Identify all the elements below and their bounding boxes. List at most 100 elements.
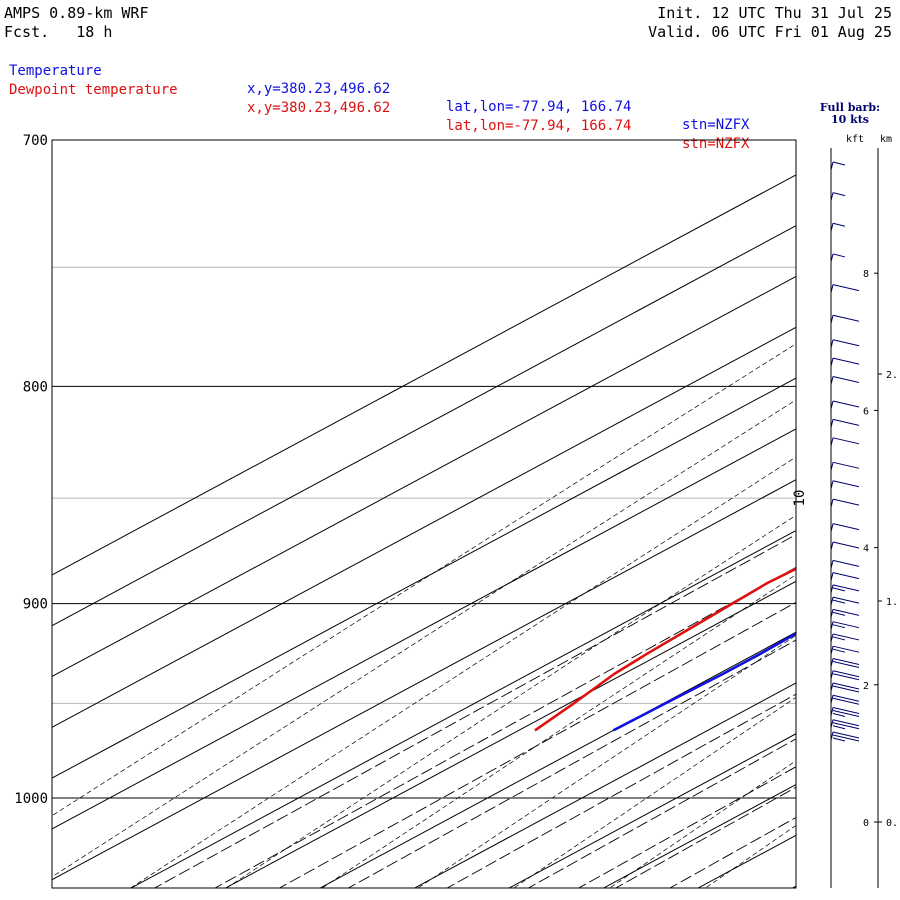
kft-tick-label: 2: [863, 681, 869, 692]
wind-barb: [830, 682, 860, 693]
wind-barb: [830, 284, 860, 293]
wind-barb: [830, 670, 860, 681]
wind-barb-flag: [832, 541, 860, 549]
wind-barb-staff: [830, 682, 834, 692]
wind-barb-panel: 8 6 4 2 0 2. 1. 0.: [830, 148, 898, 888]
wind-barb-flag: [832, 376, 860, 384]
km-header: km: [880, 134, 893, 145]
legend-temperature: Temperature x,y=380.23,496.62 lat,lon=-7…: [9, 44, 749, 134]
wind-barb-staff: [830, 560, 834, 569]
wind-barb: [830, 314, 860, 324]
wind-barb-flag: [832, 437, 860, 445]
wind-barb-half: [832, 587, 846, 592]
wind-barb: [830, 706, 860, 717]
wind-barb-flag: [832, 357, 860, 365]
wind-barb-flag: [832, 418, 860, 426]
side-label: 10: [792, 490, 808, 507]
wind-barb: [830, 657, 860, 668]
wind-barb: [830, 339, 860, 348]
wind-barb: [830, 584, 860, 594]
wind-barb-flag: [832, 461, 860, 469]
wind-barb: [830, 461, 860, 471]
wind-barb-staff: [830, 376, 834, 385]
wind-barb-flag: [832, 660, 860, 668]
wind-barb-flag: [832, 559, 860, 567]
wind-barb: [830, 608, 860, 618]
mixing-ratio-line: [153, 534, 796, 888]
wind-barb: [830, 480, 860, 489]
wind-barb-half: [832, 636, 846, 641]
wind-barb-flag: [832, 621, 860, 629]
wind-barb-staff: [830, 597, 834, 606]
forecast-hours: Fcst. 18 h: [4, 23, 113, 41]
wind-barb: [830, 621, 860, 630]
wind-barb-staff: [830, 572, 834, 581]
wind-barb-half: [832, 161, 846, 166]
wind-barb: [830, 222, 846, 232]
wind-barb: [830, 731, 860, 742]
wind-barb-staff: [830, 658, 834, 667]
pressure-label: 800: [23, 379, 48, 395]
wind-barb: [830, 645, 860, 655]
kft-tick-label: 6: [863, 406, 869, 417]
wind-barb-flag: [832, 685, 860, 693]
wind-barb-half: [832, 192, 846, 197]
chart-series: [534, 567, 796, 732]
wind-barb-half: [832, 725, 846, 730]
wind-barb-flag: [832, 596, 860, 604]
wind-barb-staff: [830, 523, 834, 532]
chart-labels: 7008009001000-70-60-50-40-30-20-10022023…: [14, 133, 808, 807]
isotherm: [52, 428, 796, 830]
wind-barb-flag: [832, 706, 860, 714]
wind-barb-staff: [830, 621, 834, 630]
mixing-ratio-line: [669, 816, 796, 888]
wind-barb: [830, 253, 846, 263]
wind-barb-half: [832, 222, 846, 227]
wind-barb-flag: [832, 722, 860, 730]
wind-barb: [830, 192, 846, 201]
km-tick-label: 2.: [886, 370, 898, 381]
legend-temperature-coords: x,y=380.23,496.62: [247, 81, 391, 97]
wind-barb: [830, 633, 860, 643]
wind-barb-flag: [832, 731, 860, 739]
dewpoint-profile: [534, 567, 796, 732]
dry-adiabat: [321, 574, 796, 888]
pressure-label: 900: [23, 597, 48, 613]
wind-barb-staff: [830, 284, 834, 293]
dry-adiabat: [417, 634, 796, 888]
dry-adiabat: [225, 514, 796, 888]
pressure-label: 1000: [14, 791, 48, 807]
wind-barb-staff: [830, 437, 834, 446]
wind-barb-flag: [832, 719, 860, 727]
wind-barb-half: [832, 648, 846, 653]
wind-barb-flag: [832, 697, 860, 705]
wind-barb-flag: [832, 572, 860, 580]
wind-barb: [830, 572, 860, 581]
mixing-ratio-line: [347, 639, 796, 888]
wind-barb-staff: [830, 192, 834, 201]
isotherm: [52, 479, 796, 881]
wind-barb: [830, 523, 860, 532]
wind-barb-staff: [830, 253, 834, 263]
kft-header: kft: [846, 134, 865, 145]
isotherm: [52, 326, 796, 728]
wind-barb: [830, 161, 846, 171]
wind-barb-flag: [832, 670, 860, 678]
wind-barb: [830, 596, 860, 606]
km-tick-label: 1.: [886, 597, 898, 608]
legend-temperature-station: stn=NZFX: [682, 117, 750, 133]
wind-barb-staff: [830, 646, 834, 655]
dry-adiabat: [609, 760, 796, 888]
mixing-ratio-line: [278, 601, 796, 888]
wind-barb-flag: [832, 633, 860, 641]
wind-barb: [830, 498, 860, 508]
wind-barb-flag: [832, 584, 860, 592]
wind-barb: [830, 418, 860, 428]
barb-panel-title: Full barb: 10 kts: [814, 102, 886, 126]
wind-barb-staff: [830, 161, 834, 171]
barb-title-line1: Full barb:: [819, 101, 881, 114]
isotherm: [52, 225, 796, 627]
model-title: AMPS 0.89-km WRF: [4, 4, 149, 22]
wind-barb-flag: [832, 682, 860, 690]
